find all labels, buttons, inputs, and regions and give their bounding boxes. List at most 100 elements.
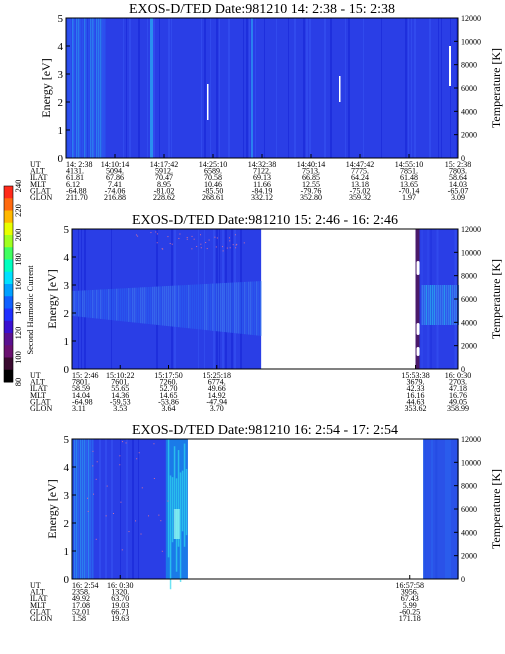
band-stripe (254, 281, 256, 336)
band-stripe (449, 439, 451, 579)
band-stripe (118, 288, 120, 321)
band-stripe (232, 282, 234, 333)
band-stripe (238, 282, 240, 334)
noise-dot (179, 233, 181, 235)
orbit-row-label: GLON (30, 193, 52, 202)
colorbar-tick-label: 220 (13, 204, 23, 217)
y-right-tick-label: 4000 (461, 528, 477, 537)
orbit-value: 69.13 (253, 173, 271, 182)
panel-title: EXOS-D/TED Date:981210 15: 2:46 - 16: 2:… (132, 213, 398, 228)
orbit-value: 7801. (72, 378, 90, 387)
band-stripe (202, 284, 204, 330)
y-tick-label: 5 (64, 224, 70, 236)
spectrogram-panel-1: EXOS-D/TED Date:981210 14: 2:38 - 15: 2:… (30, 2, 503, 202)
orbit-value: 353.62 (405, 404, 427, 413)
band-stripe (108, 289, 110, 320)
band-stripe (216, 283, 218, 332)
colorbar-swatch (4, 259, 13, 273)
orbit-value: 171.18 (399, 614, 421, 623)
noise-dot (236, 243, 238, 245)
texture-stripe (132, 439, 134, 579)
colorbar-swatch (4, 308, 13, 322)
orbit-value: -59.53 (110, 397, 131, 406)
band-stripe (445, 439, 447, 579)
texture-stripe (138, 439, 139, 579)
band-stripe (431, 285, 434, 325)
texture-stripe (201, 18, 202, 158)
y-right-tick-label: 4000 (461, 318, 477, 327)
band-stripe (441, 439, 443, 579)
noise-dot (196, 246, 198, 248)
y-right-tick-label: 10000 (461, 458, 481, 467)
orbit-value: 11.66 (253, 180, 271, 189)
band-stripe (142, 287, 144, 324)
band-stripe (88, 290, 90, 318)
orbit-value: 16.76 (449, 391, 467, 400)
texture-stripe (111, 439, 113, 579)
texture-stripe (168, 18, 170, 158)
y-tick-label: 2 (58, 97, 64, 109)
band-stripe (100, 289, 102, 319)
band-stripe (148, 286, 150, 325)
noise-dot (235, 244, 237, 246)
orbit-value: 5912. (155, 167, 173, 176)
y-right-tick-label: 6000 (461, 84, 477, 93)
orbit-value: 15:10:22 (106, 371, 134, 380)
band-stripe (250, 281, 252, 335)
panel-title: EXOS-D/TED Date:981210 16: 2:54 - 17: 2:… (132, 423, 398, 438)
bright-column (94, 18, 96, 158)
orbit-value: 49.66 (208, 384, 226, 393)
band-stripe (96, 289, 98, 319)
orbit-value: 42.33 (407, 384, 425, 393)
band-stripe (234, 282, 236, 334)
band-stripe (128, 288, 130, 322)
band-stripe (170, 285, 172, 327)
orbit-value: 66.71 (111, 607, 129, 616)
y-right-tick-label: 12000 (461, 435, 481, 444)
noise-dot (125, 442, 127, 444)
y-right-axis-label: Temperature [K] (489, 48, 503, 128)
band-stripe (224, 282, 226, 333)
band-stripe (188, 284, 190, 329)
noise-dot (161, 550, 163, 552)
band-stripe (226, 282, 228, 333)
band-stripe (212, 283, 214, 331)
band-stripe (90, 290, 92, 318)
noise-dot (162, 248, 164, 250)
noise-dot (119, 464, 121, 466)
band-stripe (451, 439, 453, 579)
data-segment (423, 439, 459, 579)
data-segment (66, 18, 458, 158)
noise-dot (205, 242, 207, 244)
orbit-value: 332.12 (251, 193, 273, 202)
colorbar-swatch (4, 247, 13, 260)
band-stripe (116, 288, 118, 321)
texture-stripe (105, 439, 107, 579)
y-right-axis-label: Temperature [K] (489, 469, 503, 549)
orbit-value: -64.88 (66, 186, 87, 195)
texture-stripe (138, 18, 140, 158)
orbit-value: 61.81 (66, 173, 84, 182)
band-stripe (130, 287, 132, 323)
band-stripe (162, 286, 164, 326)
orbit-value: 3.11 (72, 404, 86, 413)
bright-column (80, 439, 82, 579)
y-right-tick-label: 12000 (461, 225, 481, 234)
colorbar: 240 220 200 180 160 140 120 100 80 Second Harmoni… (3, 180, 35, 386)
band-stripe (244, 281, 246, 335)
colorbar-swatch (4, 271, 13, 285)
y-axis-label: Energy [eV] (39, 58, 53, 117)
noise-dot (229, 240, 231, 242)
band-stripe (78, 290, 80, 317)
band-stripe (439, 439, 441, 579)
orbit-value: -60.25 (399, 607, 420, 616)
texture-stripe (363, 18, 364, 158)
texture-stripe (414, 18, 416, 158)
band-stripe (435, 285, 438, 325)
y-tick-label: 0 (58, 153, 64, 165)
orbit-value: 14:32:38 (248, 160, 276, 169)
bright-column (82, 18, 84, 158)
bright-column (82, 439, 84, 579)
colorbar-tick-label: 120 (13, 327, 23, 340)
